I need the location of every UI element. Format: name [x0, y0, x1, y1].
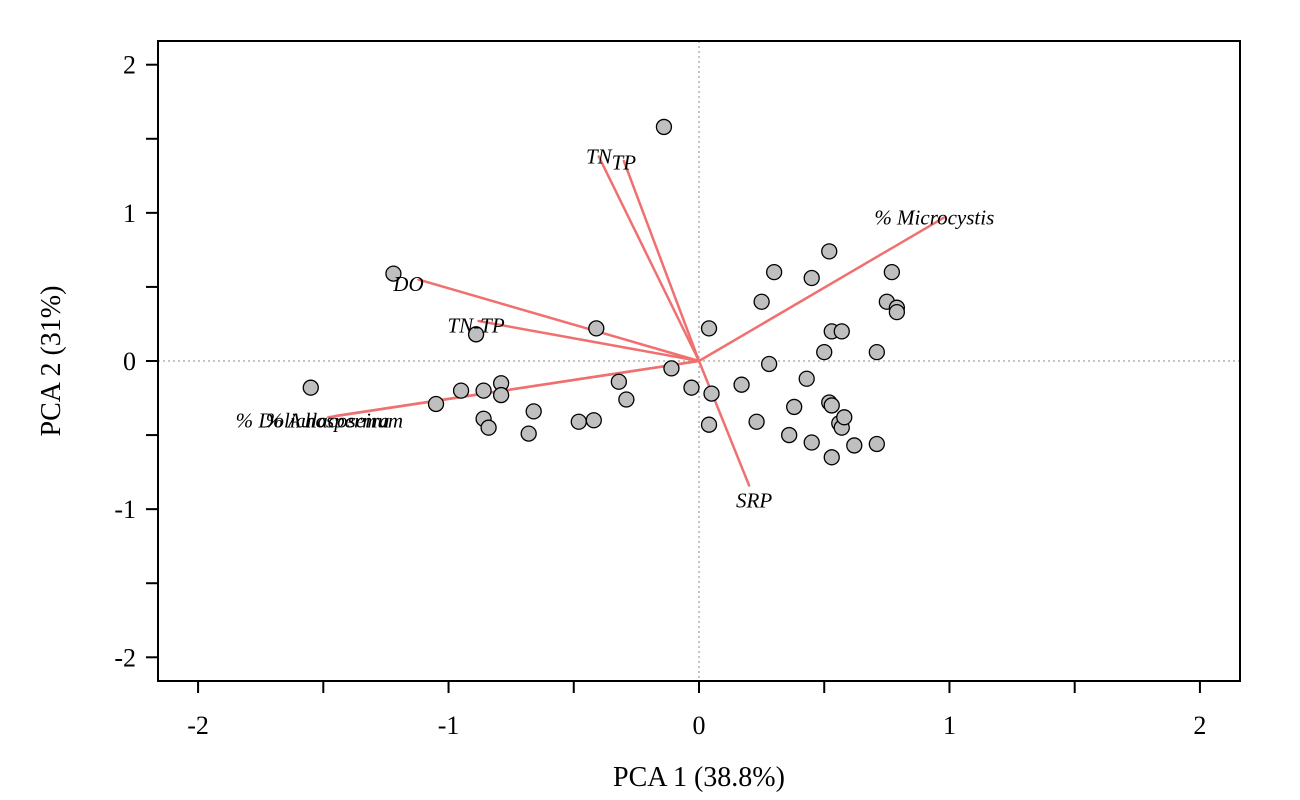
y-tick-label: 2 — [123, 51, 136, 80]
score-point — [803, 434, 820, 451]
y-axis-title: PCA 2 (31%) — [36, 286, 67, 437]
score-point — [836, 409, 853, 426]
score-point — [525, 403, 542, 420]
score-point — [700, 320, 718, 337]
x-tick-label: -2 — [187, 711, 209, 740]
score-point — [823, 449, 840, 466]
loading-vector — [697, 359, 751, 487]
score-point — [781, 426, 798, 444]
y-tick-label: -1 — [114, 495, 136, 524]
y-tick-label: -2 — [114, 643, 136, 672]
score-point — [823, 397, 840, 414]
score-point — [821, 243, 838, 260]
score-point — [760, 355, 778, 373]
score-point — [480, 419, 497, 436]
loading-vector — [622, 159, 701, 363]
score-point — [846, 437, 863, 454]
score-point — [765, 263, 783, 281]
vector-label: DO — [392, 272, 423, 296]
score-point — [733, 376, 750, 393]
vector-label: TN — [586, 145, 613, 169]
vector-labels: % Microcystis TN TP DO TN-TP % Dolichospermum… — [236, 145, 995, 513]
score-point — [700, 416, 718, 433]
plot-frame — [157, 40, 1241, 682]
score-point — [798, 370, 815, 387]
score-point — [655, 118, 673, 136]
score-point — [883, 263, 901, 281]
score-point — [452, 382, 470, 399]
score-point — [570, 413, 587, 430]
score-point — [833, 323, 850, 340]
score-point — [753, 293, 770, 310]
vector-label: TP — [612, 150, 637, 174]
x-tick-label: -1 — [438, 711, 460, 740]
x-tick-label: 0 — [693, 711, 706, 740]
vector-label: % Aulacoseira — [266, 408, 390, 432]
score-point — [748, 413, 765, 430]
loading-vector — [597, 155, 701, 363]
score-point — [475, 382, 492, 399]
x-axis-title: PCA 1 (38.8%) — [613, 762, 785, 793]
y-tick-label: 0 — [123, 347, 136, 376]
score-point — [786, 398, 803, 416]
score-point — [663, 360, 680, 377]
score-point — [385, 265, 402, 282]
score-point — [520, 425, 537, 442]
vector-label: % Microcystis — [874, 205, 994, 229]
vector-label: TN-TP — [447, 313, 504, 337]
vector-label: SRP — [736, 488, 772, 512]
score-point — [888, 303, 906, 321]
score-point — [868, 343, 885, 361]
score-point — [868, 435, 885, 453]
loading-vector — [697, 216, 946, 363]
score-point — [492, 386, 510, 404]
loading-vector — [327, 359, 701, 419]
score-point — [703, 385, 720, 402]
x-tick-label: 2 — [1193, 711, 1206, 740]
score-point — [302, 379, 319, 396]
score-points — [302, 118, 906, 466]
score-point — [588, 320, 605, 337]
score-point — [618, 391, 635, 408]
y-tick-label: 1 — [123, 199, 136, 228]
score-point — [816, 343, 833, 361]
vector-label: % Dolichospermum — [236, 408, 403, 432]
score-point — [803, 269, 820, 287]
score-point — [585, 412, 602, 429]
x-tick-label: 1 — [943, 711, 956, 740]
axis-ticks: -2 -1 0 1 2 -2 -1 0 1 2 — [114, 51, 1206, 740]
loading-vector — [477, 319, 701, 363]
score-point — [467, 326, 485, 343]
score-point — [683, 379, 700, 396]
loading-vectors — [327, 155, 946, 487]
score-point — [610, 373, 628, 390]
loading-vector — [417, 278, 701, 363]
score-point — [427, 395, 445, 413]
